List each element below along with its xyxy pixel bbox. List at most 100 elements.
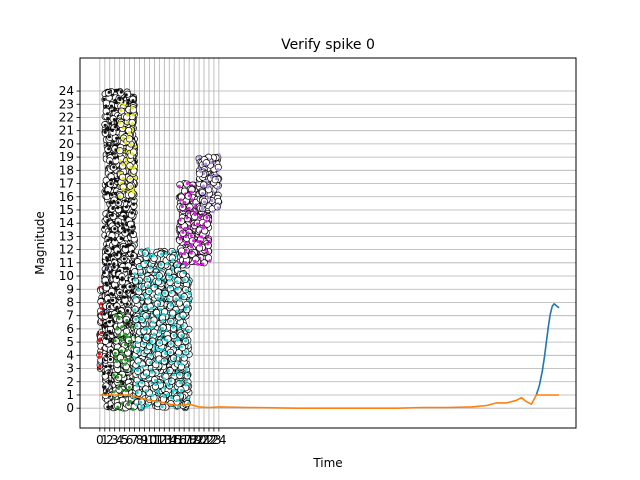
scatter-point-fill xyxy=(122,295,127,299)
scatter-point-fill xyxy=(130,225,134,229)
scatter-point-fill xyxy=(121,187,125,191)
scatter-point-fill xyxy=(119,358,123,362)
scatter-point-fill xyxy=(103,385,107,389)
scatter-point-fill xyxy=(109,104,114,108)
scatter-point-fill xyxy=(114,101,119,105)
scatter-point-fill xyxy=(123,199,127,203)
scatter-point-fill xyxy=(114,286,118,290)
scatter-point-fill xyxy=(114,179,118,183)
scatter-point-fill xyxy=(124,93,128,97)
scatter-point-fill xyxy=(140,405,144,410)
scatter-point-fill xyxy=(140,284,145,288)
scatter-point-fill xyxy=(116,250,120,254)
scatter-point-fill xyxy=(113,351,117,355)
scatter-point-fill xyxy=(129,142,133,146)
scatter-point-fill xyxy=(126,113,130,117)
scatter-point-fill xyxy=(109,236,113,240)
scatter-point-fill xyxy=(109,182,113,186)
scatter-point-fill xyxy=(155,314,160,318)
scatter-point-fill xyxy=(99,306,103,310)
scatter-point-fill xyxy=(124,358,128,362)
scatter-point-fill xyxy=(121,163,125,167)
scatter-point-fill xyxy=(111,298,115,302)
scatter-point-fill xyxy=(105,112,110,116)
scatter-point-fill xyxy=(130,106,134,110)
scatter-point-fill xyxy=(138,272,142,276)
scatter-point-fill xyxy=(113,339,117,343)
scatter-point-fill xyxy=(158,330,162,334)
scatter-point-fill xyxy=(123,362,127,366)
scatter-point-fill xyxy=(151,325,155,329)
scatter-point-fill xyxy=(118,291,122,295)
scatter-point-fill xyxy=(120,205,124,209)
scatter-point-fill xyxy=(115,327,119,331)
scatter-point-fill xyxy=(126,309,130,313)
scatter-point-fill xyxy=(113,191,117,195)
scatter-point-fill xyxy=(121,226,125,230)
scatter-point-fill xyxy=(115,253,119,257)
scatter-point-fill xyxy=(132,355,136,359)
scatter-point-fill xyxy=(175,287,179,291)
scatter-point-fill xyxy=(118,121,122,125)
scatter-point-fill xyxy=(113,227,117,231)
scatter-point-fill xyxy=(125,266,129,270)
scatter-point-fill xyxy=(128,177,132,181)
scatter-point-fill xyxy=(105,354,109,358)
scatter-point-fill xyxy=(169,290,173,294)
scatter-point-fill xyxy=(112,108,116,112)
scatter-point-fill xyxy=(131,407,135,411)
scatter-point-fill xyxy=(149,306,153,310)
scatter-point-fill xyxy=(136,349,140,353)
scatter-point-fill xyxy=(128,339,132,343)
scatter-point-fill xyxy=(120,278,124,282)
scatter-point-fill xyxy=(104,336,108,341)
scatter-point-fill xyxy=(132,202,136,206)
scatter-point-fill xyxy=(103,123,107,127)
scatter-point-fill xyxy=(109,349,113,353)
scatter-point-fill xyxy=(112,373,116,377)
scatter-point-fill xyxy=(99,302,103,306)
scatter-point-fill xyxy=(135,384,139,388)
scatter-point-fill xyxy=(115,275,119,280)
scatter-point-fill xyxy=(111,206,115,210)
scatter-point-fill xyxy=(118,97,122,102)
scatter-point-fill xyxy=(130,122,135,126)
scatter-point-fill xyxy=(136,288,140,292)
scatter-point-fill xyxy=(124,289,129,294)
scatter-point-fill xyxy=(131,99,135,103)
scatter-point-fill xyxy=(107,262,111,266)
scatter-point-fill xyxy=(178,381,182,385)
scatter-point-fill xyxy=(130,254,134,258)
scatter-point-fill xyxy=(112,165,116,169)
scatter-point-fill xyxy=(133,176,137,180)
scatter-point-fill xyxy=(108,364,112,368)
scatter-point-fill xyxy=(170,396,174,400)
scatter-point-fill xyxy=(166,297,170,301)
scatter-point-fill xyxy=(124,141,128,145)
scatter-point-fill xyxy=(109,178,114,182)
scatter-point-fill xyxy=(98,337,102,341)
scatter-point-fill xyxy=(184,367,188,371)
scatter-point-fill xyxy=(130,152,134,156)
scatter-point-fill xyxy=(160,252,164,256)
scatter-point-fill xyxy=(120,325,124,329)
scatter-point-fill xyxy=(159,262,163,267)
scatter-point-fill xyxy=(115,375,120,379)
scatter-point-fill xyxy=(130,211,134,215)
scatter-point-fill xyxy=(129,272,133,276)
scatter-point-fill xyxy=(127,385,131,389)
scatter-point-fill xyxy=(105,256,109,260)
scatter-point-fill xyxy=(123,332,127,336)
scatter-point-fill xyxy=(131,249,135,253)
scatter-point-fill xyxy=(127,131,132,135)
scatter-point-fill xyxy=(112,199,116,203)
scatter-point-fill xyxy=(121,136,125,140)
scatter-point-fill xyxy=(104,321,108,325)
scatter-point-fill xyxy=(116,221,120,225)
scatter-point-fill xyxy=(139,317,143,321)
scatter-point-fill xyxy=(112,390,116,394)
scatter-point-fill xyxy=(106,219,110,223)
scatter-point-fill xyxy=(107,147,111,151)
scatter-point-fill xyxy=(106,238,110,242)
